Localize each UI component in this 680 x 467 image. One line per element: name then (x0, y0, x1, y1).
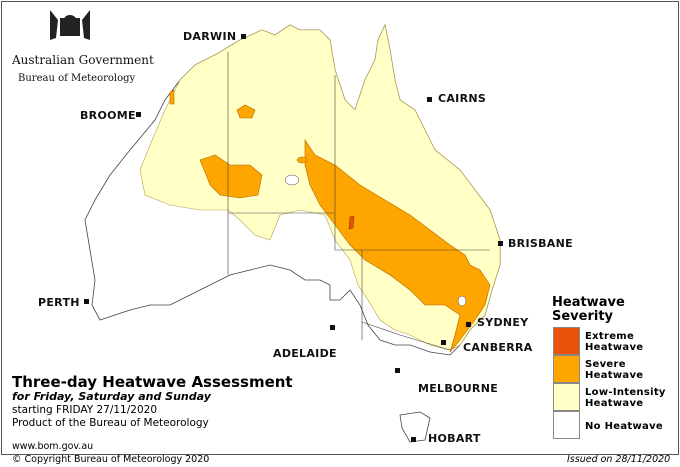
legend-swatch-none (553, 411, 580, 439)
severe-region-north (236, 104, 256, 119)
state-borders (227, 52, 490, 351)
severe-region-small (296, 156, 308, 164)
legend-swatch-severe (553, 355, 580, 383)
city-cairns: CAIRNS (438, 92, 487, 105)
legend-label-severe: Severe Heatwave (585, 359, 644, 381)
extreme-region (348, 215, 355, 230)
city-sydney: SYDNEY (477, 316, 529, 329)
product-credit: Product of the Bureau of Meteorology (12, 417, 209, 429)
city-melbourne: MELBOURNE (418, 382, 499, 395)
website-link[interactable]: www.bom.gov.au (12, 441, 94, 452)
logo-line1: Australian Government (12, 53, 154, 67)
severe-region-west (199, 154, 263, 199)
map-frame (1, 1, 679, 455)
city-darwin: DARWIN (183, 30, 237, 43)
city-brisbane: BRISBANE (508, 237, 573, 250)
copyright: © Copyright Bureau of Meteorology 2020 (12, 454, 210, 465)
city-broome: BROOME (80, 109, 136, 122)
legend-label-extreme: Extreme Heatwave (585, 331, 644, 353)
map-title: Three-day Heatwave Assessment (12, 373, 293, 391)
legend-swatch-extreme (553, 327, 580, 355)
logo-line2: Bureau of Meteorology (18, 73, 136, 84)
severe-region-kimberley (169, 89, 175, 105)
city-perth: PERTH (38, 296, 80, 309)
city-hobart: HOBART (428, 432, 481, 445)
issued-date: Issued on 28/11/2020 (567, 454, 671, 465)
city-canberra: CANBERRA (463, 341, 533, 354)
tasmania-outline (399, 411, 431, 443)
legend-label-low-intensity: Low-Intensity Heatwave (585, 387, 666, 409)
coat-of-arms-logo (50, 10, 90, 40)
starting-date: starting FRIDAY 27/11/2020 (12, 404, 158, 416)
legend-swatch-low-intensity (553, 383, 580, 411)
severe-region-east (304, 139, 491, 353)
legend-label-none: No Heatwave (585, 421, 663, 432)
map-subtitle: for Friday, Saturday and Sunday (12, 390, 211, 403)
legend-title: Heatwave Severity (552, 295, 625, 324)
city-adelaide: ADELAIDE (273, 347, 337, 360)
